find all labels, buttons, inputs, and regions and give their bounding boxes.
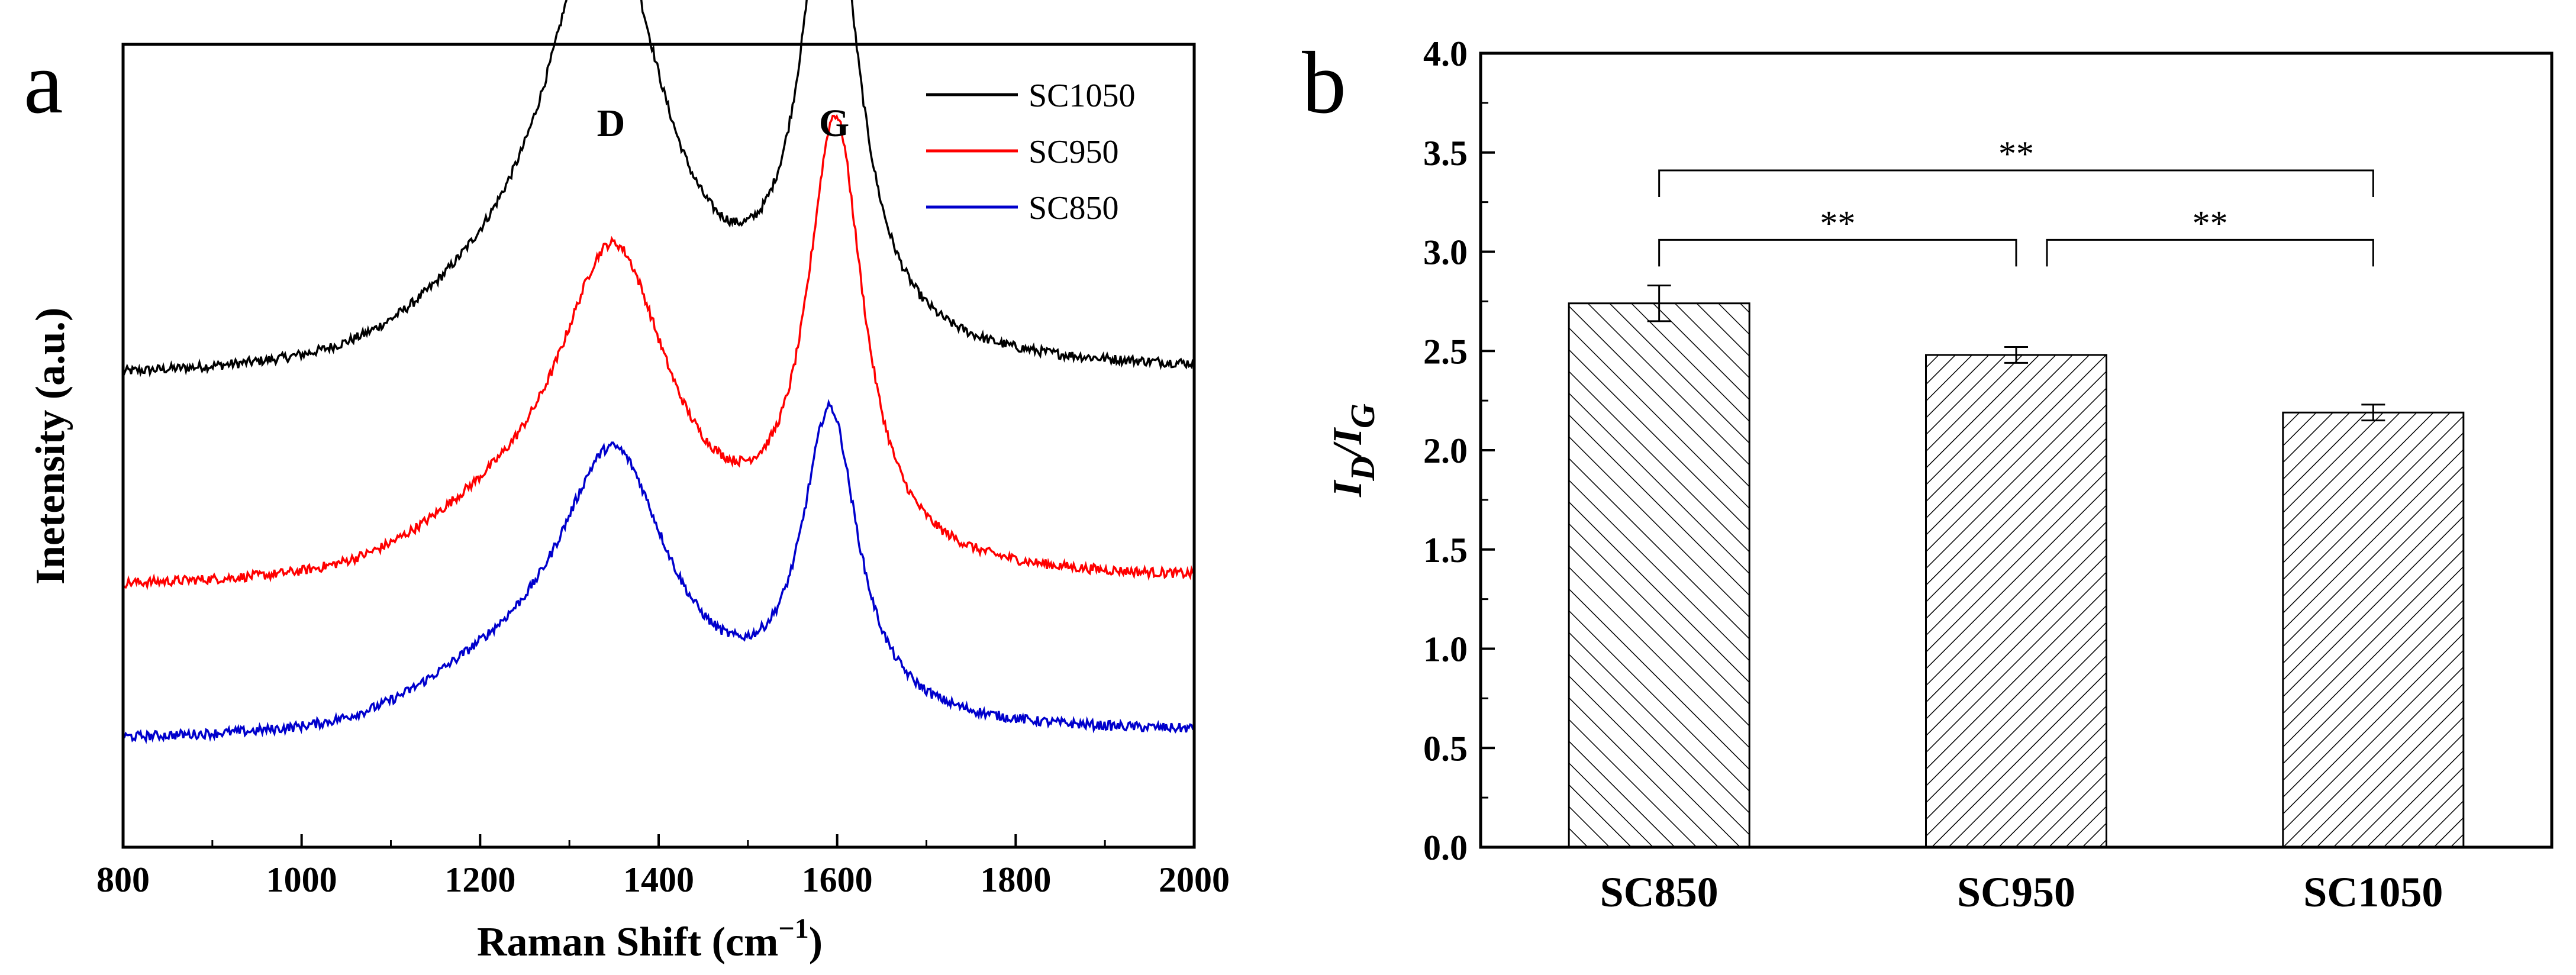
panel-a-series-group: [122, 0, 1195, 744]
significance-bracket: [2046, 238, 2374, 267]
panel-a-xlabel-sup: −1: [778, 913, 808, 944]
panel-b: b ** ** ** 0.0 0.5 1.0 1.5 2.0 2.5 3.0 3.5 4.0 SC8…: [1302, 34, 2554, 916]
category-label-sc950: SC950: [1957, 869, 2075, 916]
significance-bracket: [1658, 169, 2374, 197]
panel-b-ytick-label: 0.0: [1423, 828, 1468, 867]
panel-a-xtick-label: 1800: [980, 860, 1051, 899]
panel-a-xticks: 800 1000 1200 1400 1600 1800 2000: [96, 834, 1230, 899]
panel-a-xtick-label: 2000: [1159, 860, 1230, 899]
bar-sc950: [1925, 354, 2107, 848]
panel-b-xticks: SC850 SC950 SC1050: [1600, 869, 2443, 916]
panel-a-legend: SC1050 SC950 SC850: [926, 78, 1136, 227]
panel-b-ytick-label: 4.0: [1423, 34, 1468, 73]
significance-bracket: [1658, 238, 2017, 267]
panel-label-b: b: [1302, 34, 1346, 132]
significance-label: **: [2193, 204, 2228, 243]
panel-a-xtick-label: 800: [96, 860, 150, 899]
panel-b-ytick-label: 3.0: [1423, 233, 1468, 272]
significance-label: **: [1820, 204, 1855, 243]
spectrum-sc950: [122, 114, 1195, 590]
peak-label-d: D: [597, 102, 626, 145]
panel-b-yticks: 0.0 0.5 1.0 1.5 2.0 2.5 3.0 3.5 4.0: [1423, 34, 1495, 867]
panel-a-xlabel: Raman Shift (cm−1): [477, 913, 823, 965]
panel-a-xtick-label: 1600: [802, 860, 873, 899]
spectrum-sc1050: [122, 0, 1195, 377]
significance-label: **: [1998, 134, 2034, 173]
panel-b-bars: [1568, 302, 2465, 848]
panel-b-ylabel-sep: /I: [1325, 427, 1371, 459]
category-label-sc850: SC850: [1600, 869, 1719, 916]
panel-b-ylabel: ID/IG: [1325, 403, 1382, 498]
panel-b-significance: ** ** **: [1658, 134, 2374, 267]
peak-label-g: G: [819, 102, 849, 145]
category-label-sc1050: SC1050: [2303, 869, 2443, 916]
panel-b-ytick-label: 2.0: [1423, 431, 1468, 470]
bar-sc850: [1568, 302, 1750, 848]
panel-b-ytick-label: 1.0: [1423, 630, 1468, 669]
panel-b-ytick-label: 3.5: [1423, 134, 1468, 173]
panel-b-ylabel-sub-g: G: [1343, 403, 1382, 428]
spectrum-sc850: [122, 399, 1195, 744]
panel-b-ytick-label: 0.5: [1423, 729, 1468, 768]
panel-a-ylabel: Inetensity (a.u.): [28, 308, 73, 585]
panel-a-xtick-label: 1400: [623, 860, 694, 899]
panel-label-a: a: [24, 34, 63, 132]
panel-b-ylabel-sub-d: D: [1343, 456, 1382, 482]
legend-label-sc1050: SC1050: [1029, 78, 1136, 114]
panel-b-ytick-label: 1.5: [1423, 531, 1468, 570]
panel-a-xtick-label: 1000: [266, 860, 337, 899]
legend-label-sc950: SC950: [1029, 134, 1119, 170]
panel-b-ytick-label: 2.5: [1423, 332, 1468, 371]
panel-b-errorbars: [1647, 285, 2385, 422]
panel-a: a 800 1000 1200 1400 1600 1800 2000 Raman Shif…: [24, 0, 1230, 965]
panel-a-xlabel-end: ): [809, 919, 823, 965]
panel-a-xtick-label: 1200: [444, 860, 515, 899]
legend-label-sc850: SC850: [1029, 190, 1119, 227]
bar-sc1050: [2282, 411, 2465, 848]
